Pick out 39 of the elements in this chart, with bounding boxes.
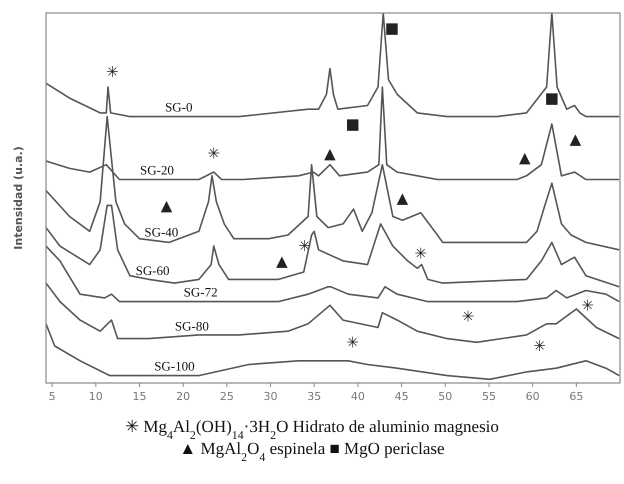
- series-label: SG-0: [165, 100, 193, 115]
- annotation: ▲: [518, 148, 531, 166]
- y-axis-title: Intensidad (u.a.): [12, 146, 25, 250]
- series-label: SG-60: [136, 262, 170, 278]
- text: ✳ Mg$_{4}$Al$_{2}$(OH)$_{14}$·3H$_{2}$O Hidrato de aluminio magnesio: [125, 417, 499, 442]
- x-tick-label: 45: [394, 390, 409, 403]
- series-label: SG-72: [184, 284, 218, 300]
- x-tick-label: 50: [438, 390, 452, 403]
- annotation: ▲: [396, 189, 409, 207]
- x-tick-label: 30: [264, 390, 278, 403]
- annotation: ▲: [570, 130, 582, 148]
- x-tick-label: 35: [307, 390, 322, 403]
- annotation: ✳: [207, 144, 220, 163]
- series-label: SG-40: [144, 224, 178, 240]
- annotation: ▲: [324, 144, 336, 163]
- x-tick-label: 5: [48, 390, 56, 403]
- x-tick-label: 55: [482, 390, 496, 403]
- x-tick-label: 40: [350, 390, 365, 403]
- series-label: SG-80: [174, 318, 209, 334]
- annotation: ■: [346, 115, 360, 133]
- annotation: ✳: [581, 296, 594, 314]
- x-tick-label: 20: [176, 390, 190, 403]
- annotation: ✳: [414, 244, 428, 262]
- annotation: ✳: [462, 307, 474, 326]
- annotation: ■: [384, 18, 400, 37]
- annotation: ▲: [160, 196, 173, 214]
- x-tick-label: 15: [132, 390, 146, 403]
- x-tick-label: 65: [569, 390, 584, 403]
- annotation: ■: [544, 89, 559, 108]
- annotation: ✳: [346, 333, 359, 352]
- series-label: SG-20: [140, 162, 174, 178]
- x-tick-label: 60: [526, 390, 540, 403]
- annotation: ✳: [533, 337, 546, 355]
- x-tick-label: 10: [88, 390, 103, 403]
- series-label: SG-100: [154, 358, 195, 374]
- text: ▲ MgAl$_{2}$O$_{4}$ espinela ■ MgO periclase: [179, 439, 445, 464]
- annotation: ▲: [276, 252, 288, 270]
- x-tick-label: 25: [220, 390, 234, 403]
- annotation: ✳: [106, 63, 119, 82]
